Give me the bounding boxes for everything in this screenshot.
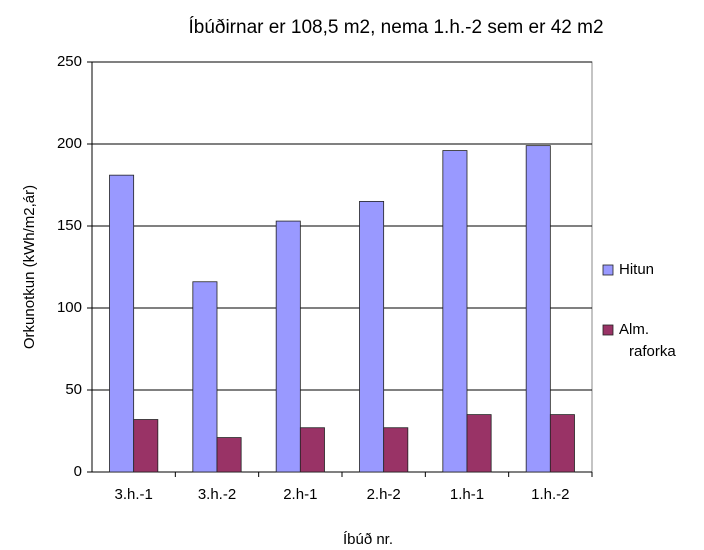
x-tick-label: 3.h.-1 <box>114 486 152 503</box>
bar <box>216 437 242 473</box>
y-tick-label: 200 <box>57 135 82 152</box>
y-tick-label: 150 <box>57 217 82 234</box>
legend-label: Alm. raforka <box>619 321 676 360</box>
chart-title: Íbúðirnar er 108,5 m2, nema 1.h.-2 sem e… <box>188 17 603 38</box>
bar <box>133 419 159 473</box>
legend-swatch <box>602 324 614 336</box>
bar <box>525 145 551 473</box>
plot-area <box>91 61 593 473</box>
x-tick-label: 1.h.-2 <box>531 486 569 503</box>
bar <box>549 414 575 473</box>
y-tick-label: 0 <box>74 463 82 480</box>
y-tick-label: 250 <box>57 53 82 70</box>
bar <box>109 174 135 473</box>
bar <box>275 220 301 473</box>
y-tick-label: 50 <box>65 381 82 398</box>
y-axis-label: Orkunotkun (kWh/m2,ár) <box>21 185 38 349</box>
x-tick-label: 2.h-2 <box>367 486 401 503</box>
bar <box>359 200 385 473</box>
legend-swatch <box>602 264 614 276</box>
bar <box>383 427 409 473</box>
bar <box>299 427 325 473</box>
x-tick-label: 1.h-1 <box>450 486 484 503</box>
bar <box>442 150 468 473</box>
legend-label: Hitun <box>619 261 654 278</box>
bar <box>466 414 492 473</box>
x-axis-label: Íbúð nr. <box>343 531 393 548</box>
bar <box>192 281 218 473</box>
x-tick-label: 3.h.-2 <box>198 486 236 503</box>
x-tick-label: 2.h-1 <box>283 486 317 503</box>
y-tick-label: 100 <box>57 299 82 316</box>
